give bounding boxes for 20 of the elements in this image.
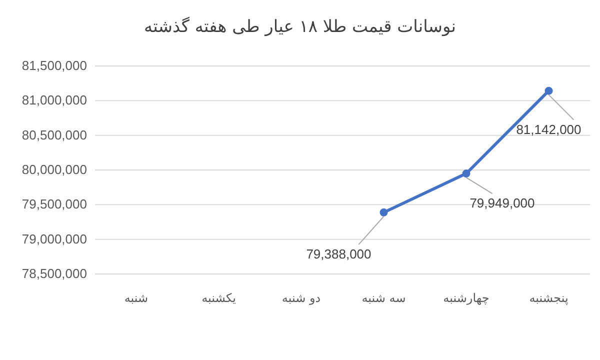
y-tick-label: 78,500,000 <box>22 266 87 281</box>
y-tick-label: 81,500,000 <box>22 58 87 73</box>
point <box>462 170 470 178</box>
x-tick-label: دو شنبه <box>282 291 321 305</box>
y-tick-label: 79,000,000 <box>22 231 87 246</box>
point <box>544 86 553 95</box>
data-label: 79,949,000 <box>470 196 535 211</box>
y-tick-label: 79,500,000 <box>22 196 87 212</box>
point <box>380 208 388 216</box>
data-label: 79,388,000 <box>306 246 372 262</box>
y-tick-label: 80,500,000 <box>22 127 87 142</box>
x-tick-label: شنبه <box>124 291 148 305</box>
x-tick-label: پنجشنبه <box>529 291 568 305</box>
y-tick-label: 80,000,000 <box>22 162 87 177</box>
x-tick-label: یکشنبه <box>202 291 236 305</box>
chart-title: نوسانات قیمت طلا ۱۸ عیار طی هفته گذشته <box>144 16 456 37</box>
x-tick-label: سه شنبه <box>362 291 406 305</box>
data-label: 81,142,000 <box>516 122 582 137</box>
x-tick-label: چهارشنبه <box>443 291 490 305</box>
y-tick-label: 81,000,000 <box>22 92 87 108</box>
